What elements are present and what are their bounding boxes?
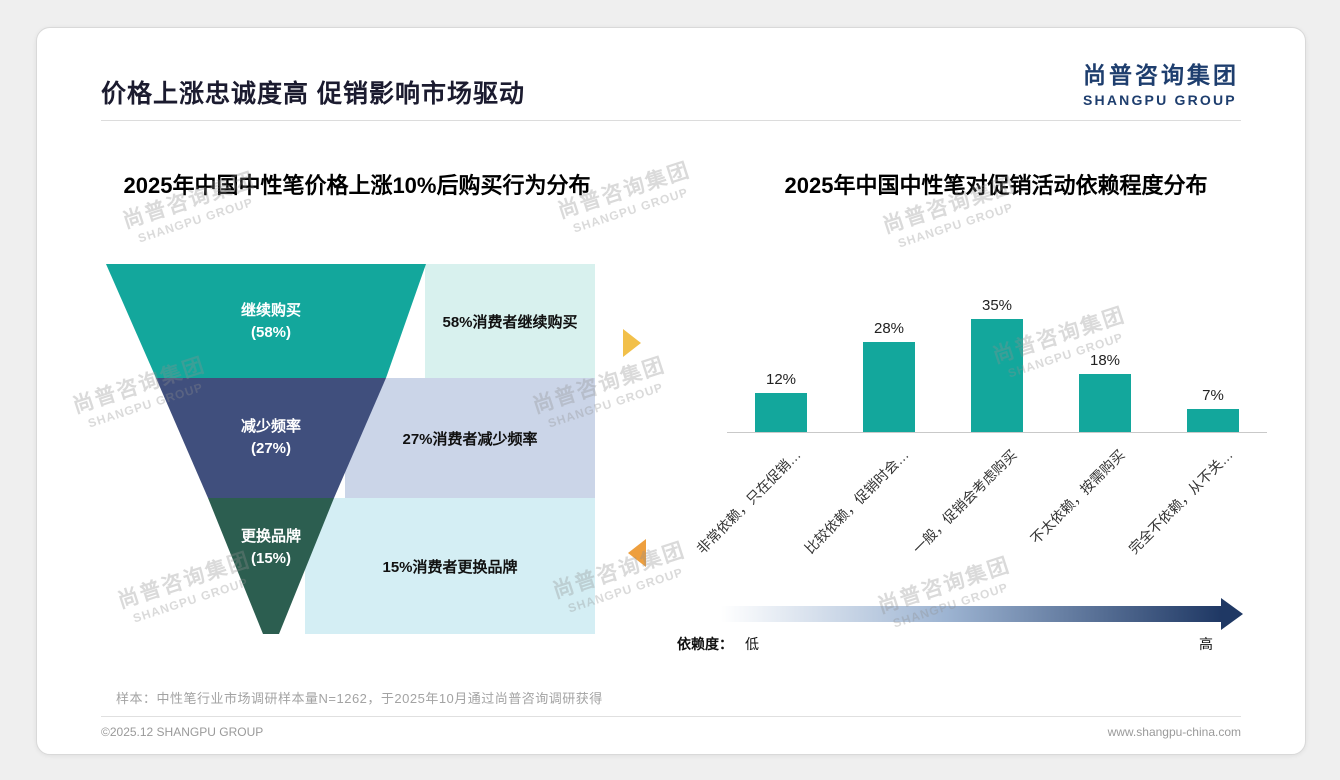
bar-value-label: 28% [873, 320, 905, 337]
funnel-stage-label: 更换品牌 (15%) [240, 528, 301, 567]
bar-chart-x-axis-labels: 非常依赖，只在促销… 比较依赖，促销时会… 一般，促销会考虑购买 不太依赖，按需购买完… [693, 433, 1267, 583]
x-axis-label: 比较依赖，促销时会… [801, 446, 912, 557]
funnel-desc-box: 27%消费者减少频率 [345, 378, 595, 498]
company-logo: 尚普咨询集团 SHANGPU GROUP [1083, 56, 1239, 108]
x-axis-label: 非常依赖，只在促销… [693, 446, 804, 557]
x-axis-label: 完全不依赖，从不关… [1125, 446, 1236, 557]
bar-column: 35% [943, 264, 1051, 432]
sample-note: 样本：中性笔行业市场调研样本量N=1262，于2025年10月通过尚普咨询调研获… [116, 691, 603, 706]
funnel-stage-label: 继续购买 (58%) [240, 302, 301, 341]
bar [1079, 374, 1131, 432]
funnel-desc-text: 15%消费者更换品牌 [382, 558, 518, 576]
watermark: 尚普咨询集团 SHANGPU GROUP [849, 541, 1043, 642]
bar-column: 7% [1159, 264, 1267, 432]
funnel-stage [106, 264, 426, 378]
slide-card: 价格上涨忠诚度高 促销影响市场驱动 尚普咨询集团 SHANGPU GROUP 2… [36, 27, 1306, 755]
promotion-dependency-bar-chart: 12% 28% 35% 18% 7% [727, 264, 1267, 433]
dependency-arrow-head-icon [1221, 598, 1243, 630]
dependency-gradient-arrow [721, 606, 1221, 622]
x-axis-label: 一般，促销会考虑购买 [909, 446, 1020, 557]
funnel-desc-box: 58%消费者继续购买 [425, 264, 595, 378]
bar-column: 28% [835, 264, 943, 432]
logo-english-text: SHANGPU GROUP [1083, 92, 1237, 108]
bar [863, 342, 915, 432]
footer-copyright: ©2025.12 SHANGPU GROUP [101, 725, 264, 739]
funnel-chart-title: 2025年中国中性笔价格上涨10%后购买行为分布 [123, 173, 591, 198]
footer-website: www.shangpu-china.com [1107, 725, 1241, 739]
left-arrow-icon [628, 539, 646, 567]
right-arrow-icon [623, 329, 641, 357]
page-title: 价格上涨忠诚度高 促销影响市场驱动 [101, 80, 525, 108]
bar-value-label: 12% [765, 371, 797, 388]
funnel-desc-text: 27%消费者减少频率 [402, 430, 538, 448]
bar-value-label: 7% [1202, 387, 1224, 404]
dependency-low-label: 低 [745, 636, 759, 652]
footer-divider [101, 716, 1241, 717]
bar-column: 18% [1051, 264, 1159, 432]
funnel-stage-label: 减少频率 (27%) [240, 418, 301, 457]
bar-column: 12% [727, 264, 835, 432]
bar [971, 319, 1023, 432]
funnel-desc-box: 15%消费者更换品牌 [305, 498, 595, 634]
bar-value-label: 18% [1089, 352, 1121, 369]
logo-chinese-text: 尚普咨询集团 [1083, 62, 1239, 88]
x-axis-label: 不太依赖，按需购买 [1027, 446, 1128, 547]
bar-value-label: 35% [981, 297, 1013, 314]
dependency-high-label: 高 [1199, 636, 1213, 652]
dependency-scale-label: 依赖度： [677, 636, 733, 652]
purchase-behavior-funnel: 58%消费者继续购买 继续购买 (58%) 27%消费者减少频率 减少频率 (27%) 15… [105, 264, 595, 634]
bar [1187, 409, 1239, 432]
watermark-english-text: SHANGPU GROUP [896, 200, 1016, 251]
bar [755, 393, 807, 432]
bar-chart-title: 2025年中国中性笔对促销活动依赖程度分布 [784, 173, 1208, 198]
title-divider [101, 120, 1241, 121]
funnel-desc-text: 58%消费者继续购买 [442, 313, 578, 331]
